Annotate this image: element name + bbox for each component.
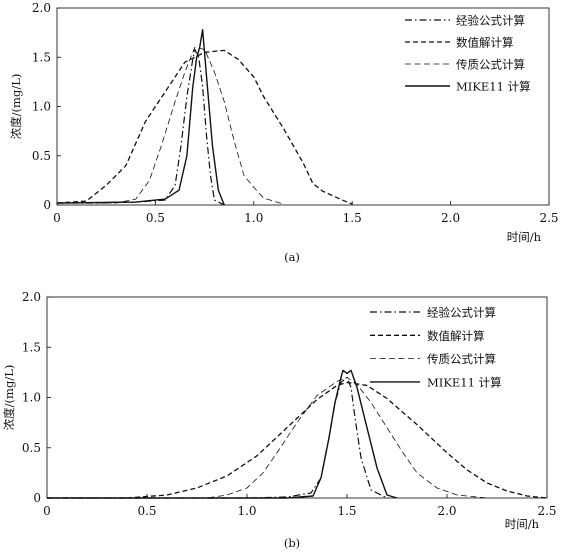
y-tick-label: 1.5 <box>32 50 51 64</box>
panel-caption: (b) <box>284 536 300 550</box>
series-line-0 <box>57 48 225 206</box>
y-tick-label: 1.0 <box>22 391 41 405</box>
y-tick-label: 1.5 <box>22 340 41 354</box>
y-tick-label: 2.0 <box>22 290 41 304</box>
series-line-2 <box>47 377 488 499</box>
panel-caption: (a) <box>284 250 300 264</box>
x-tick-label: 1.5 <box>343 211 362 225</box>
y-tick-label: 0.5 <box>32 149 51 163</box>
series-line-3 <box>47 369 398 499</box>
y-tick-label: 0.5 <box>22 441 41 455</box>
x-tick-label: 0 <box>53 211 61 225</box>
legend-label: 经验公式计算 <box>427 306 496 320</box>
x-tick-label: 1.5 <box>337 504 356 518</box>
x-tick-label: 2.0 <box>437 504 456 518</box>
series-line-1 <box>47 381 548 499</box>
chart-panel-a: 0 0.5 1.0 1.5 2.0 2.5 0 0.5 1.0 1.5 2.0 时间/h 浓度/(mg/… <box>9 1 559 264</box>
x-tick-label: 2.5 <box>539 211 558 225</box>
y-tick-label: 0 <box>33 491 41 505</box>
legend-label: MIKE11 计算 <box>427 375 502 389</box>
y-tick-label: 2.0 <box>32 1 51 15</box>
series-line-1 <box>56 49 353 205</box>
x-tick-label: 2.5 <box>537 504 556 518</box>
x-tick-label: 1.0 <box>244 211 263 225</box>
series-line-3 <box>56 28 225 206</box>
y-axis-label: 浓度/(mg/L) <box>2 365 16 431</box>
x-tick-label: 2.0 <box>441 211 460 225</box>
x-axis-label: 时间/h <box>505 517 540 531</box>
y-tick-label: 0 <box>43 198 51 212</box>
legend-label: 传质公式计算 <box>456 58 525 72</box>
x-tick-label: 0.5 <box>137 504 156 518</box>
legend-label: MIKE11 计算 <box>456 80 531 94</box>
y-tick-label: 1.0 <box>32 100 51 114</box>
chart-panel-b: 0 0.5 1.0 1.5 2.0 2.5 0 0.5 1.0 1.5 2.0 时间/h 浓度/(mg/… <box>2 290 557 550</box>
legend-label: 经验公式计算 <box>456 14 525 28</box>
x-axis-label: 时间/h <box>507 230 542 244</box>
legend-label: 数值解计算 <box>456 36 514 50</box>
x-tick-label: 0 <box>43 504 51 518</box>
series-line-2 <box>57 47 284 205</box>
x-tick-label: 1.0 <box>237 504 256 518</box>
legend-label: 数值解计算 <box>427 329 485 343</box>
plot-frame <box>46 296 548 499</box>
legend-label: 传质公式计算 <box>427 352 496 366</box>
y-axis-label: 浓度/(mg/L) <box>9 74 23 140</box>
x-tick-label: 0.5 <box>146 211 165 225</box>
